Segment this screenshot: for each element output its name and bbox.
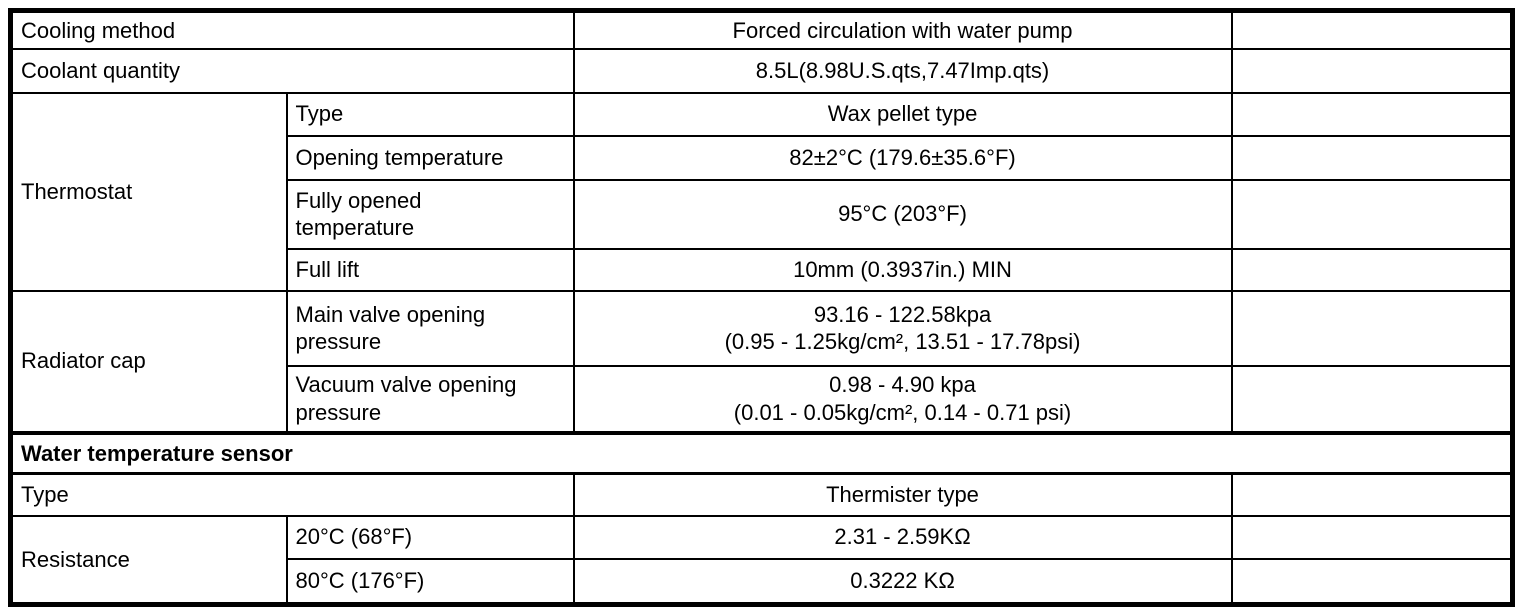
resistance-80c-empty-cell [1230,557,1514,606]
full-lift-label: Full lift [285,247,575,292]
cooling-method-empty-cell [1230,9,1514,50]
resistance-80c-label: 80°C (176°F) [285,557,575,606]
fully-opened-temperature-label: Fully opened temperature [285,178,575,250]
sensor-type-label: Type [9,472,575,517]
coolant-quantity-value: 8.5L(8.98U.S.qts,7.47Imp.qts) [572,47,1233,94]
row-sensor-type: Type Thermister type [9,472,1514,517]
main-valve-pressure-value: 93.16 - 122.58kpa (0.95 - 1.25kg/cm², 13… [572,289,1233,367]
opening-temperature-empty-cell [1230,134,1514,181]
vacuum-valve-pressure-label: Vacuum valve opening pressure [285,364,575,434]
coolant-quantity-empty-cell [1230,47,1514,94]
vacuum-valve-pressure-value: 0.98 - 4.90 kpa (0.01 - 0.05kg/cm², 0.14… [572,364,1233,434]
full-lift-value: 10mm (0.3937in.) MIN [572,247,1233,292]
resistance-group-label: Resistance [9,514,288,606]
radiator-cap-group-label: Radiator cap [9,289,288,434]
row-resistance-80c: 80°C (176°F) 0.3222 KΩ [11,557,1514,606]
row-vacuum-valve-pressure: Vacuum valve opening pressure 0.98 - 4.9… [11,364,1514,434]
resistance-20c-label: 20°C (68°F) [285,514,575,560]
thermostat-type-label: Type [285,91,575,137]
sensor-type-value: Thermister type [572,472,1233,517]
resistance-20c-value: 2.31 - 2.59KΩ [572,514,1233,560]
row-thermostat-type: Thermostat Type Wax pellet type [9,91,1514,292]
opening-temperature-value: 82±2°C (179.6±35.6°F) [572,134,1233,181]
sensor-type-empty-cell [1230,472,1514,517]
main-valve-pressure-empty-cell [1230,289,1514,367]
row-opening-temperature: Opening temperature 82±2°C (179.6±35.6°F… [11,134,1514,181]
full-lift-empty-cell [1230,247,1514,292]
row-full-lift: Full lift 10mm (0.3937in.) MIN [11,247,1514,292]
row-fully-opened-temperature: Fully opened temperature 95°C (203°F) [11,178,1514,250]
resistance-80c-value: 0.3222 KΩ [572,557,1233,606]
cooling-method-value: Forced circulation with water pump [572,9,1233,50]
thermostat-group-label: Thermostat [9,91,288,292]
main-valve-pressure-label: Main valve opening pressure [285,289,575,367]
cooling-specs-table: Cooling method Forced circulation with w… [8,8,1516,607]
thermostat-type-empty-cell [1230,91,1514,137]
cooling-method-label: Cooling method [9,9,575,50]
thermostat-type-value: Wax pellet type [572,91,1233,137]
row-resistance-20c: Resistance 20°C (68°F) 2.31 - 2.59KΩ [9,514,1514,606]
fully-opened-temperature-value: 95°C (203°F) [572,178,1233,250]
opening-temperature-label: Opening temperature [285,134,575,181]
row-main-valve-pressure: Radiator cap Main valve opening pressure… [9,289,1514,434]
row-coolant-quantity: Coolant quantity 8.5L(8.98U.S.qts,7.47Im… [9,47,1514,94]
fully-opened-temperature-empty-cell [1230,178,1514,250]
row-water-temperature-sensor-header: Water temperature sensor [9,430,1514,475]
row-cooling-method: Cooling method Forced circulation with w… [9,9,1514,50]
water-temperature-sensor-header: Water temperature sensor [9,430,1514,475]
resistance-20c-empty-cell [1230,514,1514,560]
coolant-quantity-label: Coolant quantity [9,47,575,94]
vacuum-valve-pressure-empty-cell [1230,364,1514,434]
